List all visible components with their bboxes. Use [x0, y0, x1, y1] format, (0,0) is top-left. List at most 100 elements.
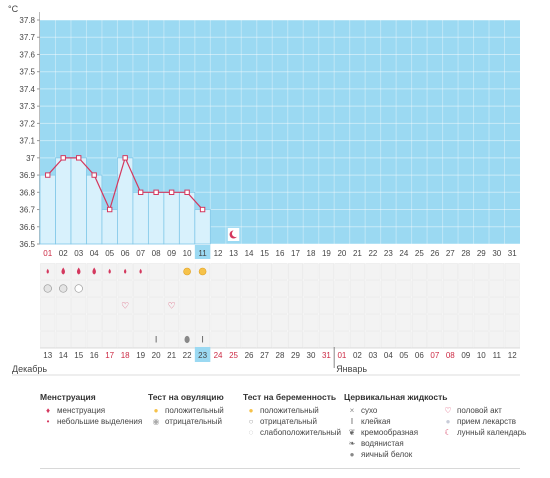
legend-item: ● прием лекарств: [440, 416, 526, 427]
x-tick-label: 19: [322, 249, 331, 258]
marker-cell: [473, 280, 489, 297]
marker-cell: [458, 263, 474, 280]
temperature-point: [199, 206, 206, 213]
marker-cell: [133, 297, 149, 314]
pregnancy-negative-icon: [43, 284, 52, 293]
x-tick-label: 24: [399, 249, 408, 258]
temperature-point: [91, 172, 97, 178]
date-label: 29: [291, 351, 300, 360]
y-tick-label: 36.8: [19, 188, 35, 197]
sticky-icon: I: [155, 335, 158, 345]
marker-cell: [71, 331, 87, 348]
marker-cell: [411, 280, 427, 297]
marker-cell: [257, 263, 273, 280]
temperature-bar: [55, 157, 72, 245]
legend-item: ☾ лунный календарь: [440, 427, 526, 438]
x-tick-label: 05: [105, 249, 114, 258]
pregnancy-weak-icon: [74, 284, 83, 293]
marker-cell: [164, 280, 180, 297]
x-tick-label: 20: [337, 249, 346, 258]
pregnancy-negative-icon: ○: [248, 417, 254, 426]
legend-item: ● положительный: [148, 405, 224, 416]
marker-cell: [458, 331, 474, 348]
x-tick-label: 23: [384, 249, 393, 258]
x-tick-label: 16: [276, 249, 285, 258]
date-label: 28: [276, 351, 285, 360]
y-tick-label: 37.1: [19, 137, 35, 146]
marker-cell: [380, 280, 396, 297]
legend-item-label: яичный белок: [361, 450, 413, 459]
legend-item: ● положительный: [243, 405, 341, 416]
temperature-point: [184, 189, 190, 196]
marker-cell: [272, 331, 288, 348]
marker-cell: [164, 331, 180, 348]
marker-cell: [396, 280, 412, 297]
marker-cell: [411, 263, 427, 280]
legend-group-title: [440, 392, 526, 402]
y-tick-label: 37.3: [19, 102, 35, 111]
bottom-divider: [40, 468, 520, 469]
legend-item-label: отрицательный: [165, 417, 222, 426]
marker-cell: [504, 297, 520, 314]
marker-cell: [195, 297, 211, 314]
legend-item: ◉ отрицательный: [148, 416, 224, 427]
marker-cell: [257, 331, 273, 348]
marker-cell: [504, 263, 520, 280]
x-tick-label: 11: [198, 249, 207, 258]
x-tick-label: 08: [152, 249, 161, 258]
marker-cell: [86, 331, 102, 348]
marker-cell: [504, 314, 520, 331]
marker-cell: [226, 263, 242, 280]
marker-cell: [241, 280, 257, 297]
x-tick-label: 27: [446, 249, 455, 258]
date-label: 27: [260, 351, 269, 360]
x-tick-label: 26: [430, 249, 439, 258]
marker-cell: [226, 280, 242, 297]
heart-icon: ♡: [168, 301, 176, 311]
marker-cell: [473, 263, 489, 280]
marker-cell: [40, 331, 56, 348]
marker-cell: [349, 280, 365, 297]
menstruation-icon: ♦: [45, 406, 51, 415]
marker-cell: [257, 280, 273, 297]
marker-cell: [272, 297, 288, 314]
marker-cell: [349, 263, 365, 280]
marker-cell: [148, 297, 164, 314]
date-label: 02: [353, 351, 362, 360]
date-label: 12: [508, 351, 517, 360]
marker-cell: [241, 263, 257, 280]
date-label: 21: [167, 351, 176, 360]
marker-cell: [380, 297, 396, 314]
marker-cell: [411, 314, 427, 331]
marker-cell: [396, 297, 412, 314]
marker-cell: [303, 314, 319, 331]
dry-icon: ×: [349, 406, 355, 415]
x-tick-label: 17: [291, 249, 300, 258]
marker-cell: [272, 280, 288, 297]
menstruation-icon: [92, 267, 96, 275]
marker-cell: [396, 314, 412, 331]
temperature-bar: [132, 191, 149, 245]
date-label: 01: [337, 351, 346, 360]
marker-cell: [210, 297, 226, 314]
legend-item-label: сухо: [361, 406, 378, 415]
date-label: 03: [368, 351, 377, 360]
marker-cell: [489, 314, 505, 331]
marker-cell: [210, 331, 226, 348]
marker-cell: [257, 297, 273, 314]
spotting-icon: [108, 268, 111, 274]
marker-cell: [117, 314, 133, 331]
temperature-point: [76, 155, 82, 161]
spotting-icon: •: [46, 417, 50, 426]
marker-cell: [86, 297, 102, 314]
marker-cell: [257, 314, 273, 331]
marker-cell: [380, 263, 396, 280]
y-tick-label: 37.5: [19, 68, 35, 77]
legend-item: ❧ водянистая: [344, 438, 447, 449]
marker-cell: [40, 297, 56, 314]
temperature-bar: [39, 174, 56, 245]
x-tick-label: 28: [461, 249, 470, 258]
legend-item: • небольшие выделения: [40, 416, 143, 427]
